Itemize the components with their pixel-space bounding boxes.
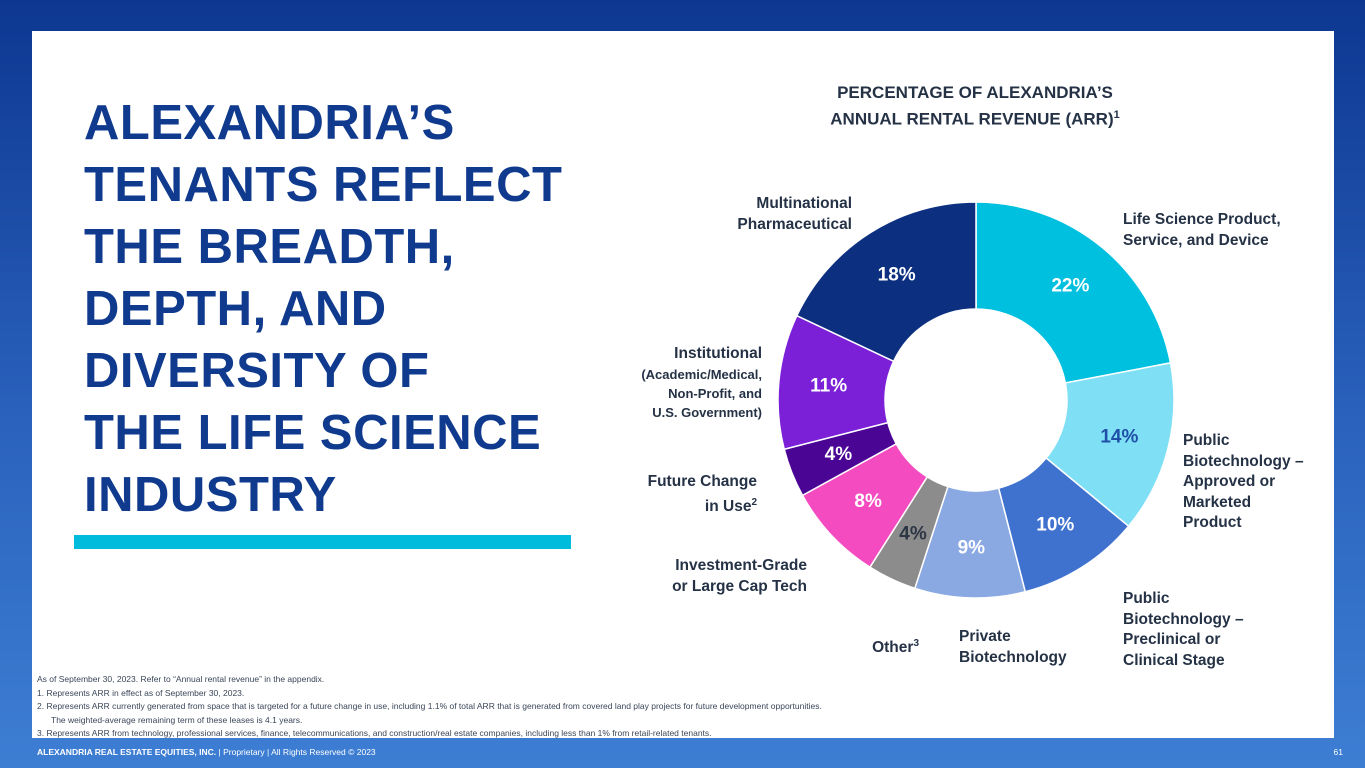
label-line: Biotechnology [959, 648, 1067, 666]
slice-value-label: 18% [878, 265, 916, 286]
label-other: Other3 [872, 634, 919, 659]
label-line: Future Change [647, 473, 757, 490]
label-line: in Use [704, 497, 752, 515]
headline-line: DEPTH, AND [84, 282, 387, 336]
headline: ALEXANDRIA’S TENANTS REFLECT THE BREADTH… [84, 92, 644, 526]
label-footnote: 3 [913, 638, 919, 649]
label-line: Marketed [1183, 493, 1252, 511]
label-public-biotech-preclinical: Public Biotechnology – Preclinical or Cl… [1123, 589, 1244, 671]
footer-rights: | Proprietary | All Rights Reserved © 20… [216, 747, 376, 757]
label-multinational-pharma: Multinational Pharmaceutical [737, 194, 852, 235]
label-line: Product [1183, 514, 1242, 531]
label-line: Biotechnology – [1123, 610, 1244, 628]
headline-line: THE LIFE SCIENCE [84, 406, 542, 460]
chart-title: PERCENTAGE OF ALEXANDRIA’S ANNUAL RENTAL… [770, 82, 1180, 131]
label-life-science-product: Life Science Product, Service, and Devic… [1123, 210, 1281, 251]
label-line: Public [1183, 432, 1230, 449]
label-line: Service, and Device [1123, 231, 1269, 249]
slice-value-label: 4% [899, 523, 927, 544]
slice-value-label: 10% [1036, 514, 1074, 535]
slice-value-label: 9% [958, 537, 986, 558]
footnote-line: 2. Represents ARR currently generated fr… [37, 701, 822, 711]
label-line: Biotechnology – [1183, 452, 1304, 470]
label-line: Institutional [674, 345, 762, 362]
label-line: Other [872, 639, 914, 657]
label-footnote: 2 [751, 496, 757, 508]
label-line: Pharmaceutical [737, 215, 852, 233]
headline-line: ALEXANDRIA’S [84, 96, 455, 150]
label-subline: Non-Profit, and [668, 385, 762, 401]
footnote-line: As of September 30, 2023. Refer to “Annu… [37, 674, 325, 684]
page-number: 61 [1333, 747, 1343, 757]
label-line: Approved or [1183, 473, 1276, 490]
donut-slice [795, 201, 977, 363]
headline-line: TENANTS REFLECT [84, 158, 563, 212]
donut-slice [975, 201, 1172, 384]
chart-title-footnote: 1 [1113, 109, 1120, 121]
label-line: Multinational [756, 195, 852, 212]
slice-value-label: 14% [1100, 426, 1138, 447]
headline-line: INDUSTRY [84, 468, 337, 522]
slice-value-label: 8% [854, 491, 882, 512]
label-investment-grade-tech: Investment-Grade or Large Cap Tech [672, 556, 807, 597]
label-future-change-in-use: Future Change in Use2 [648, 472, 757, 517]
label-line: Preclinical or [1123, 631, 1221, 648]
label-line-with-footnote: in Use2 [648, 493, 757, 518]
footnotes: As of September 30, 2023. Refer to “Annu… [37, 673, 822, 741]
headline-line: THE BREADTH, [84, 220, 455, 274]
label-line: Investment-Grade [675, 557, 807, 574]
chart-title-text: ANNUAL RENTAL REVENUE (ARR) [830, 109, 1114, 129]
label-subline: U.S. Government) [652, 404, 762, 420]
footnote-line: The weighted-average remaining term of t… [37, 714, 303, 725]
label-subline: (Academic/Medical, [641, 366, 762, 382]
label-line: or Large Cap Tech [672, 577, 807, 595]
slice-value-label: 4% [825, 444, 853, 465]
label-line: Public [1123, 590, 1170, 607]
slice-value-label: 22% [1051, 275, 1089, 296]
footnote-line: 1. Represents ARR in effect as of Septem… [37, 687, 245, 698]
headline-line: DIVERSITY OF [84, 344, 430, 398]
label-line: Life Science Product, [1123, 211, 1281, 228]
label-line: Private [959, 628, 1011, 645]
label-private-biotech: Private Biotechnology [959, 627, 1067, 668]
label-public-biotech-approved: Public Biotechnology – Approved or Marke… [1183, 431, 1304, 534]
chart-title-line: PERCENTAGE OF ALEXANDRIA’S [837, 83, 1113, 102]
footer-company: ALEXANDRIA REAL ESTATE EQUITIES, INC. [37, 747, 217, 757]
footnote-line: 3. Represents ARR from technology, profe… [37, 728, 712, 738]
chart-title-line-2: ANNUAL RENTAL REVENUE (ARR)1 [770, 104, 1180, 131]
footer-copyright: ALEXANDRIA REAL ESTATE EQUITIES, INC. | … [37, 747, 376, 757]
accent-bar [74, 535, 571, 549]
label-line: Clinical Stage [1123, 651, 1225, 669]
label-institutional: Institutional (Academic/Medical, Non-Pro… [641, 344, 762, 422]
slice-value-label: 11% [810, 376, 847, 397]
